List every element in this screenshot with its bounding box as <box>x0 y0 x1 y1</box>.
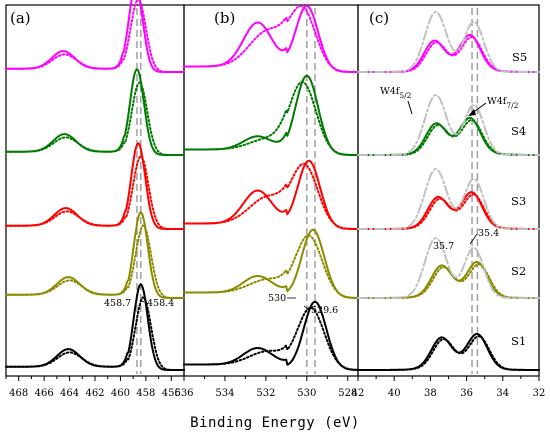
series-a-s4-dotted <box>5 81 185 156</box>
sample-label-s2: S2 <box>511 264 526 278</box>
series-c-s5-metallic <box>357 11 540 73</box>
tick-label-b-532: 532 <box>256 388 275 399</box>
annotation-a-leader <box>139 299 145 303</box>
tick-label-c-40: 40 <box>388 388 401 399</box>
series-a-s5-dotted <box>5 0 185 73</box>
w4f52-arrow <box>407 100 413 115</box>
series-b-s2-dotted <box>183 234 359 299</box>
tick-label-c-38: 38 <box>424 388 437 399</box>
tick-label-c-32: 32 <box>533 388 546 399</box>
tick-label-b-530: 530 <box>297 388 316 399</box>
panel-c-label: (c) <box>369 9 389 27</box>
annotation-w4f72: W4f7/2 <box>487 96 519 110</box>
tick-label-a-462: 462 <box>85 388 104 399</box>
panel-a-label: (a) <box>10 9 31 27</box>
annotation-b-530: 530 <box>268 293 286 304</box>
annotation-c-35-7: 35.7 <box>433 241 454 252</box>
series-b-s5-solid <box>183 4 359 73</box>
series-b-s4-solid <box>183 74 359 156</box>
series-a-s3-dotted <box>5 155 185 230</box>
tick-label-c-42: 42 <box>352 388 365 399</box>
series-c-s1-dotted <box>357 335 540 371</box>
series-b-s5-dotted <box>183 5 359 73</box>
tick-label-a-460: 460 <box>111 388 130 399</box>
tick-label-c-34: 34 <box>496 388 509 399</box>
annotation-c-35-4: 35.4 <box>478 228 499 239</box>
series-a-s5-solid <box>5 0 185 73</box>
series-a-s2-dotted <box>5 224 185 299</box>
series-b-s4-dotted <box>183 80 359 156</box>
x-axis-label: Binding Energy (eV) <box>190 415 360 431</box>
sample-label-s4: S4 <box>511 124 526 138</box>
annotation-w4f52: W4f5/2 <box>380 86 412 100</box>
series-b-s1-dotted <box>183 306 359 371</box>
tick-label-b-534: 534 <box>215 388 234 399</box>
annotation-a-458-4: 458.4 <box>147 298 174 309</box>
sample-label-s3: S3 <box>511 194 526 208</box>
series-c-s2-metallic <box>357 237 540 299</box>
tick-label-a-456: 456 <box>162 388 181 399</box>
series-b-s3-dotted <box>183 162 359 230</box>
tick-label-a-464: 464 <box>60 388 79 399</box>
tick-label-a-468: 468 <box>9 388 28 399</box>
annotation-c-leader-35-4 <box>469 233 478 245</box>
annotation-a-458-7: 458.7 <box>104 298 131 309</box>
series-a-s1-dotted <box>5 296 185 371</box>
w4f72-arrowhead <box>468 109 476 116</box>
panel-a-frame <box>5 4 185 377</box>
panel-b-label: (b) <box>214 9 235 27</box>
plot-layer <box>5 0 540 374</box>
series-c-s3-metallic <box>357 168 540 230</box>
tick-label-b-536: 536 <box>174 388 193 399</box>
annotation-b-529-6: 529.6 <box>311 305 338 316</box>
tick-label-c-36: 36 <box>460 388 473 399</box>
tick-label-a-458: 458 <box>136 388 155 399</box>
sample-label-s1: S1 <box>511 334 526 348</box>
series-a-s4-solid <box>5 68 185 156</box>
panel-b-frame <box>183 4 359 377</box>
series-b-s2-solid <box>183 228 359 299</box>
tick-label-b-528: 528 <box>338 388 357 399</box>
annotation-b-leader-529 <box>303 305 310 311</box>
tick-label-a-466: 466 <box>35 388 54 399</box>
sample-label-s5: S5 <box>512 50 527 64</box>
series-c-s4-metallic <box>357 94 540 156</box>
series-a-s3-solid <box>5 142 185 230</box>
